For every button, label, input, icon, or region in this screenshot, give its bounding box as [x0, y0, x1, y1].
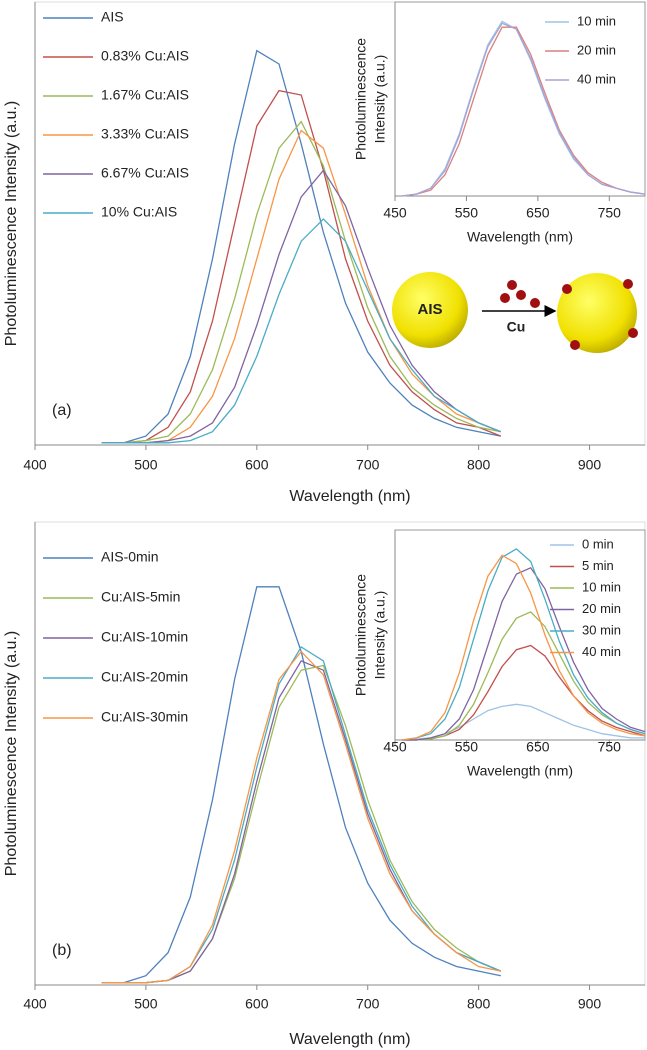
legend-label: 40 min: [577, 71, 616, 86]
x-tick-label: 450: [383, 205, 407, 221]
legend-label: 1.67% Cu:AIS: [101, 87, 189, 103]
x-axis-label: Wavelength (nm): [289, 1031, 410, 1048]
data-line: [402, 22, 646, 197]
data-line: [101, 49, 501, 444]
x-tick-label: 450: [383, 739, 407, 755]
x-tick-label: 700: [356, 457, 380, 473]
y-axis-label: Intensity (a.u.): [372, 591, 388, 680]
x-tick-label: 600: [245, 457, 269, 473]
x-tick-label: 750: [598, 205, 622, 221]
data-line: [101, 218, 502, 444]
legend-label: 30 min: [582, 622, 621, 637]
y-axis-label: Photoluminescence Intensity (a.u.): [3, 101, 20, 346]
inset-background: [394, 1, 646, 197]
x-tick-label: 750: [598, 739, 622, 755]
data-line: [402, 566, 646, 741]
nanoparticle: [557, 273, 637, 353]
x-tick-label: 900: [578, 996, 602, 1012]
legend-label: 10 min: [577, 13, 616, 28]
data-line: [101, 89, 502, 444]
legend-label: 6.67% Cu:AIS: [101, 165, 189, 181]
legend-label: 0 min: [582, 536, 614, 551]
legend-label: Cu:AIS-20min: [101, 669, 188, 685]
x-tick-label: 400: [23, 996, 47, 1012]
x-tick-label: 650: [526, 739, 550, 755]
x-tick-label: 550: [455, 739, 479, 755]
cu-dot: [530, 298, 540, 308]
x-tick-label: 650: [526, 205, 550, 221]
legend-label: 20 min: [582, 601, 621, 616]
x-tick-label: 700: [356, 996, 380, 1012]
legend-label: 20 min: [577, 42, 616, 57]
nanoparticle: [392, 272, 468, 348]
legend-label: Cu:AIS-5min: [101, 589, 180, 605]
legend-label: 3.33% Cu:AIS: [101, 126, 189, 142]
x-axis-label: Wavelength (nm): [467, 229, 573, 245]
x-tick-label: 800: [467, 996, 491, 1012]
data-line: [101, 650, 501, 984]
cu-dot: [500, 293, 510, 303]
legend-label: 5 min: [582, 558, 614, 573]
x-tick-label: 400: [23, 457, 47, 473]
panel-label: (a): [52, 402, 72, 419]
x-tick-label: 550: [455, 205, 479, 221]
x-tick-label: 600: [245, 996, 269, 1012]
data-line: [101, 120, 501, 444]
y-axis-label: Photoluminescence: [353, 574, 369, 696]
cu-dot: [623, 279, 633, 289]
cu-dot: [516, 290, 526, 300]
cu-dot: [570, 340, 580, 350]
x-tick-label: 900: [578, 457, 602, 473]
y-axis-label: Photoluminescence Intensity (a.u.): [3, 631, 20, 876]
y-axis-label: Intensity (a.u.): [372, 55, 388, 144]
legend-label: Cu:AIS-30min: [101, 709, 188, 725]
x-axis-label: Wavelength (nm): [467, 763, 573, 779]
data-line: [402, 611, 646, 741]
data-line: [402, 26, 646, 197]
x-tick-label: 500: [134, 457, 158, 473]
data-line: [402, 554, 646, 741]
legend-label: AIS-0min: [101, 549, 159, 565]
data-line: [402, 548, 646, 741]
panel-label: (b): [52, 942, 72, 959]
data-line: [101, 169, 502, 444]
legend-label: 40 min: [582, 644, 621, 659]
diagram-label: Cu: [507, 319, 526, 335]
cu-dot: [507, 280, 517, 290]
cu-dot: [562, 284, 572, 294]
x-tick-label: 500: [134, 996, 158, 1012]
diagram-label: AIS: [417, 301, 442, 318]
cu-dot: [628, 328, 638, 338]
legend-label: 0.83% Cu:AIS: [101, 48, 189, 64]
legend-label: 10 min: [582, 579, 621, 594]
legend-label: 10% Cu:AIS: [101, 204, 177, 220]
y-axis-label: Photoluminescence: [353, 38, 369, 160]
x-tick-label: 800: [467, 457, 491, 473]
x-axis-label: Wavelength (nm): [289, 488, 410, 505]
legend-label: Cu:AIS-10min: [101, 629, 188, 645]
legend-label: AIS: [101, 9, 124, 25]
